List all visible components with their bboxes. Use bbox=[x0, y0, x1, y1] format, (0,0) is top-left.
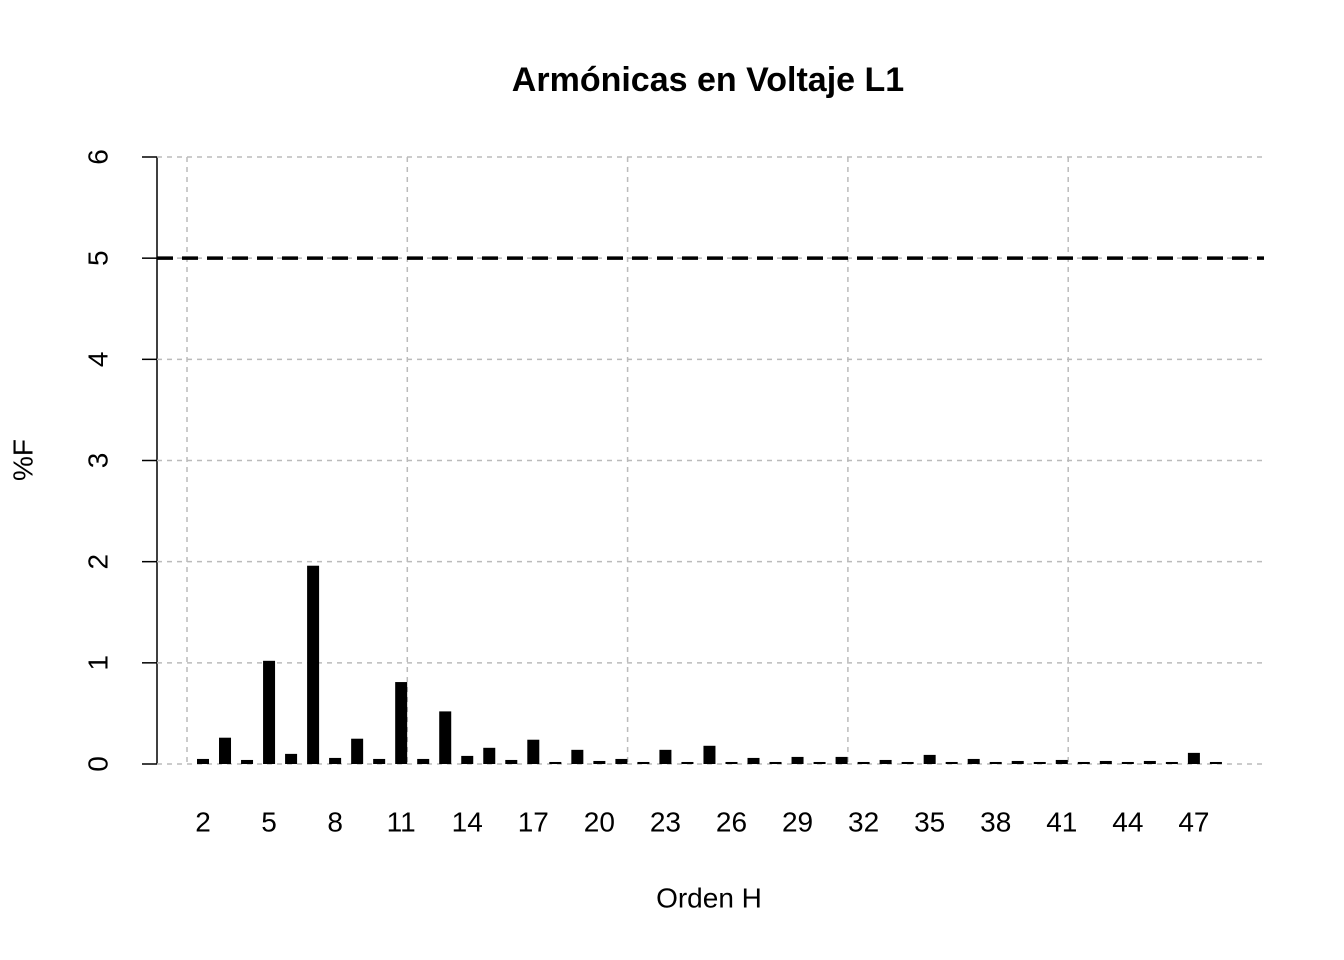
bar bbox=[637, 761, 650, 764]
x-tick-label: 41 bbox=[1046, 806, 1077, 837]
y-tick-label: 3 bbox=[82, 453, 113, 469]
bar bbox=[945, 761, 958, 764]
bar bbox=[879, 759, 892, 764]
bar bbox=[571, 749, 584, 764]
bar bbox=[351, 738, 364, 764]
x-tick-label: 35 bbox=[914, 806, 945, 837]
bar bbox=[1033, 761, 1046, 764]
y-tick-label: 6 bbox=[82, 149, 113, 165]
bar bbox=[395, 682, 408, 764]
bar bbox=[769, 761, 782, 764]
x-tick-label: 47 bbox=[1178, 806, 1209, 837]
x-tick-label: 11 bbox=[387, 806, 416, 837]
bar bbox=[967, 758, 980, 764]
bar bbox=[373, 758, 386, 764]
bar bbox=[197, 758, 209, 764]
bar bbox=[1055, 759, 1068, 764]
bar bbox=[659, 749, 672, 764]
y-tick-label: 1 bbox=[82, 655, 113, 671]
bar bbox=[1077, 761, 1090, 764]
bar bbox=[461, 755, 474, 764]
chart-title: Armónicas en Voltaje L1 bbox=[512, 61, 904, 99]
bar bbox=[1165, 761, 1178, 764]
x-tick-label: 44 bbox=[1112, 806, 1143, 837]
x-tick-label: 26 bbox=[716, 806, 747, 837]
bar bbox=[505, 759, 518, 764]
bar bbox=[1121, 761, 1134, 764]
x-tick-label: 20 bbox=[584, 806, 615, 837]
bar bbox=[703, 745, 716, 764]
bar bbox=[417, 758, 430, 764]
bar bbox=[681, 761, 694, 764]
bar bbox=[219, 737, 232, 764]
bar bbox=[527, 739, 540, 764]
bar bbox=[835, 756, 848, 764]
y-axis-label: %F bbox=[7, 439, 38, 481]
bar bbox=[1011, 760, 1024, 764]
bar bbox=[813, 761, 826, 764]
bar bbox=[593, 760, 606, 764]
bar bbox=[483, 747, 496, 764]
bar bbox=[989, 761, 1002, 764]
bar bbox=[923, 754, 936, 764]
bar bbox=[725, 761, 738, 764]
bar bbox=[1143, 760, 1156, 764]
x-tick-label: 14 bbox=[452, 806, 483, 837]
bar bbox=[747, 757, 760, 764]
x-tick-label: 2 bbox=[195, 806, 211, 837]
y-tick-label: 5 bbox=[82, 250, 113, 266]
bar bbox=[1209, 761, 1222, 764]
x-tick-label: 5 bbox=[261, 806, 277, 837]
x-tick-label: 23 bbox=[650, 806, 681, 837]
bar bbox=[439, 711, 452, 764]
x-tick-label: 17 bbox=[518, 806, 549, 837]
y-tick-label: 2 bbox=[82, 554, 113, 570]
bar bbox=[549, 761, 562, 764]
x-tick-label: 38 bbox=[980, 806, 1011, 837]
x-tick-label: 29 bbox=[782, 806, 813, 837]
y-tick-label: 0 bbox=[82, 756, 113, 772]
bar bbox=[285, 753, 298, 764]
bar bbox=[263, 660, 276, 764]
bar bbox=[1099, 760, 1112, 764]
y-tick-label: 4 bbox=[82, 352, 113, 368]
bar bbox=[901, 761, 914, 764]
bar bbox=[615, 758, 628, 764]
x-tick-label: 32 bbox=[848, 806, 879, 837]
bar bbox=[307, 565, 320, 764]
x-axis-label: Orden H bbox=[656, 882, 762, 913]
bar bbox=[329, 757, 342, 764]
bar bbox=[1187, 752, 1200, 764]
bar bbox=[241, 759, 254, 764]
x-tick-label: 8 bbox=[327, 806, 343, 837]
bar bbox=[791, 756, 804, 764]
bar bbox=[857, 761, 870, 764]
